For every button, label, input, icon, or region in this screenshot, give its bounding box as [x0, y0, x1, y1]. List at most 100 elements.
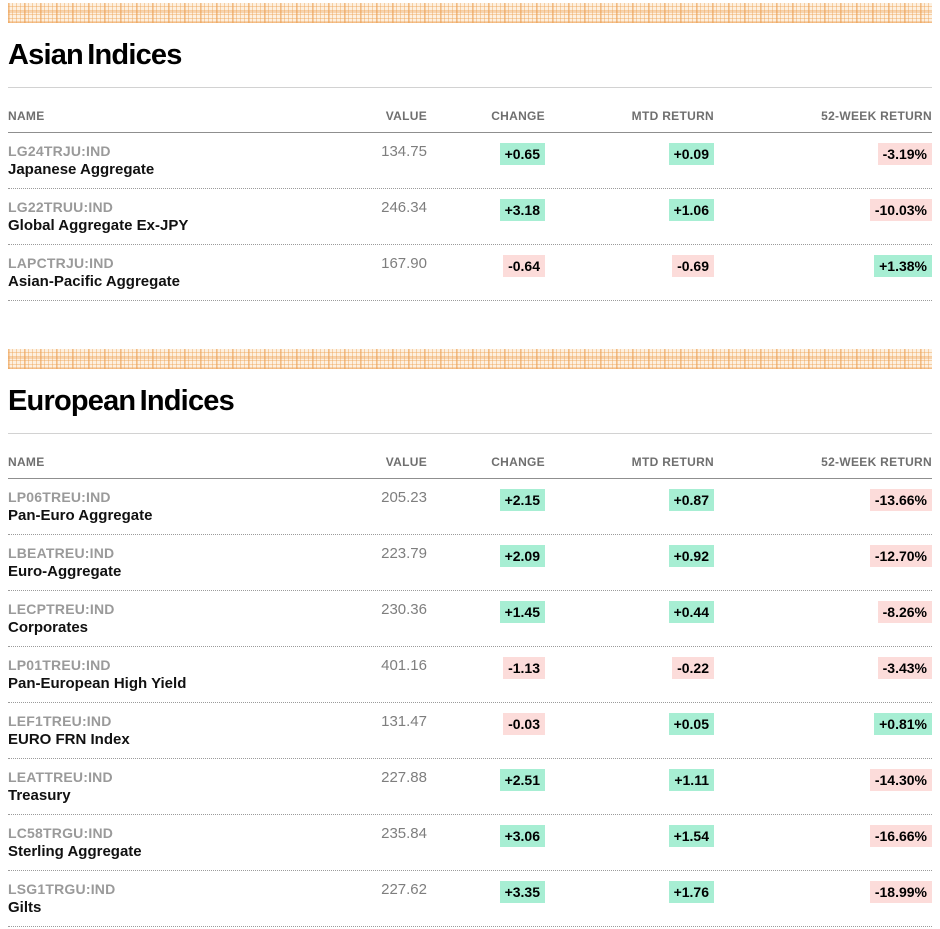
row-52wk-cell: -16.66%	[714, 825, 932, 847]
row-52wk-cell: +0.81%	[714, 713, 932, 735]
52-week-return-badge: -13.66%	[869, 489, 932, 511]
row-name[interactable]: Japanese Aggregate	[8, 161, 155, 178]
change-badge: +2.51	[499, 769, 545, 791]
row-ticker[interactable]: LG24TRJU:IND	[8, 143, 111, 159]
table-row: LP06TREU:IND Pan-Euro Aggregate 205.23 +…	[8, 479, 932, 535]
row-mtd-cell: +1.06	[545, 199, 714, 221]
52-week-return-badge: -8.26%	[877, 601, 932, 623]
52-week-return-badge: -18.99%	[869, 881, 932, 903]
row-value: 227.88	[381, 769, 427, 786]
column-header-value: VALUE	[385, 455, 427, 469]
row-value: 227.62	[381, 881, 427, 898]
table-row: LECPTREU:IND Corporates 230.36 +1.45 +0.…	[8, 591, 932, 647]
row-52wk-cell: -14.30%	[714, 769, 932, 791]
row-ticker[interactable]: LP06TREU:IND	[8, 489, 111, 505]
index-link[interactable]: LECPTREU:IND Corporates	[8, 601, 307, 637]
row-ticker[interactable]: LG22TRUU:IND	[8, 199, 114, 215]
row-52wk-cell: -8.26%	[714, 601, 932, 623]
52-week-return-badge: +0.81%	[874, 713, 932, 735]
table-row: LEF1TREU:IND EURO FRN Index 131.47 -0.03…	[8, 703, 932, 759]
row-change-cell: +1.45	[427, 601, 545, 623]
row-52wk-cell: -3.43%	[714, 657, 932, 679]
row-name[interactable]: Euro-Aggregate	[8, 563, 122, 580]
row-change-cell: +2.15	[427, 489, 545, 511]
row-ticker[interactable]: LECPTREU:IND	[8, 601, 115, 617]
table-row: LG24TRJU:IND Japanese Aggregate 134.75 +…	[8, 133, 932, 189]
row-value: 246.34	[381, 199, 427, 216]
row-ticker[interactable]: LP01TREU:IND	[8, 657, 111, 673]
row-name[interactable]: Treasury	[8, 787, 71, 804]
row-name[interactable]: Gilts	[8, 899, 42, 916]
mtd-return-badge: +0.87	[668, 489, 714, 511]
index-link[interactable]: LG22TRUU:IND Global Aggregate Ex-JPY	[8, 199, 307, 235]
row-change-cell: +3.06	[427, 825, 545, 847]
index-link[interactable]: LG24TRJU:IND Japanese Aggregate	[8, 143, 307, 179]
mtd-return-badge: +1.54	[668, 825, 714, 847]
row-change-cell: -1.13	[427, 657, 545, 679]
row-change-cell: +0.65	[427, 143, 545, 165]
mtd-return-badge: +1.76	[668, 881, 714, 903]
row-52wk-cell: -18.99%	[714, 881, 932, 903]
row-mtd-cell: +0.87	[545, 489, 714, 511]
row-change-cell: +3.35	[427, 881, 545, 903]
change-badge: +0.65	[499, 143, 545, 165]
row-ticker[interactable]: LAPCTRJU:IND	[8, 255, 114, 271]
row-name[interactable]: Pan-Euro Aggregate	[8, 507, 153, 524]
mtd-return-badge: +0.92	[668, 545, 714, 567]
row-ticker[interactable]: LBEATREU:IND	[8, 545, 115, 561]
row-mtd-cell: -0.22	[545, 657, 714, 679]
52-week-return-badge: +1.38%	[874, 255, 932, 277]
index-link[interactable]: LC58TRGU:IND Sterling Aggregate	[8, 825, 307, 861]
index-link[interactable]: LSG1TRGU:IND Gilts	[8, 881, 307, 917]
index-link[interactable]: LAPCTRJU:IND Asian-Pacific Aggregate	[8, 255, 307, 291]
table-rows: LP06TREU:IND Pan-Euro Aggregate 205.23 +…	[8, 479, 932, 927]
index-link[interactable]: LBEATREU:IND Euro-Aggregate	[8, 545, 307, 581]
row-ticker[interactable]: LEF1TREU:IND	[8, 713, 112, 729]
row-mtd-cell: +1.11	[545, 769, 714, 791]
section-rule	[8, 433, 932, 434]
plaid-divider-banner	[8, 349, 932, 369]
row-ticker[interactable]: LSG1TRGU:IND	[8, 881, 116, 897]
column-header-52-week-return: 52-WEEK RETURN	[821, 109, 932, 123]
52-week-return-badge: -3.19%	[877, 143, 932, 165]
index-link[interactable]: LP06TREU:IND Pan-Euro Aggregate	[8, 489, 307, 525]
row-mtd-cell: -0.69	[545, 255, 714, 277]
row-value: 235.84	[381, 825, 427, 842]
row-name[interactable]: Corporates	[8, 619, 89, 636]
index-link[interactable]: LEF1TREU:IND EURO FRN Index	[8, 713, 307, 749]
row-value: 134.75	[381, 143, 427, 160]
row-name[interactable]: Global Aggregate Ex-JPY	[8, 217, 189, 234]
52-week-return-badge: -12.70%	[869, 545, 932, 567]
52-week-return-badge: -10.03%	[869, 199, 932, 221]
column-header-name: NAME	[8, 109, 45, 123]
change-badge: +1.45	[499, 601, 545, 623]
row-mtd-cell: +0.92	[545, 545, 714, 567]
table-header-row: NAME VALUE CHANGE MTD RETURN 52-WEEK RET…	[8, 88, 932, 133]
column-header-52-week-return: 52-WEEK RETURN	[821, 455, 932, 469]
table-header-row: NAME VALUE CHANGE MTD RETURN 52-WEEK RET…	[8, 434, 932, 479]
index-link[interactable]: LEATTREU:IND Treasury	[8, 769, 307, 805]
table-row: LEATTREU:IND Treasury 227.88 +2.51 +1.11…	[8, 759, 932, 815]
row-value: 205.23	[381, 489, 427, 506]
row-value: 131.47	[381, 713, 427, 730]
row-ticker[interactable]: LC58TRGU:IND	[8, 825, 114, 841]
change-badge: +2.09	[499, 545, 545, 567]
change-badge: -0.03	[503, 713, 545, 735]
row-name[interactable]: Asian-Pacific Aggregate	[8, 273, 180, 290]
change-badge: -0.64	[503, 255, 545, 277]
row-change-cell: -0.03	[427, 713, 545, 735]
plaid-divider-banner	[8, 3, 932, 23]
row-name[interactable]: Pan-European High Yield	[8, 675, 187, 692]
row-name[interactable]: EURO FRN Index	[8, 731, 130, 748]
row-value: 401.16	[381, 657, 427, 674]
section-title: Asian Indices	[8, 39, 182, 71]
row-mtd-cell: +0.44	[545, 601, 714, 623]
52-week-return-badge: -16.66%	[869, 825, 932, 847]
mtd-return-badge: +1.11	[669, 769, 714, 791]
row-change-cell: +2.09	[427, 545, 545, 567]
mtd-return-badge: +0.05	[668, 713, 714, 735]
row-ticker[interactable]: LEATTREU:IND	[8, 769, 113, 785]
row-name[interactable]: Sterling Aggregate	[8, 843, 142, 860]
mtd-return-badge: +0.09	[668, 143, 714, 165]
index-link[interactable]: LP01TREU:IND Pan-European High Yield	[8, 657, 307, 693]
